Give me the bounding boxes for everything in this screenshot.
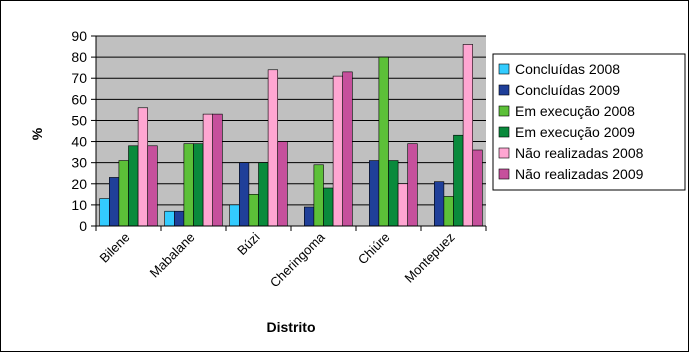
- bar: [332, 75, 344, 227]
- y-tick-label: 30: [71, 155, 87, 171]
- bar: [239, 162, 250, 227]
- legend-box: [492, 53, 686, 191]
- legend-swatch: [498, 168, 510, 180]
- bar: [174, 210, 185, 227]
- legend-entry: Em execução 2009: [515, 124, 635, 140]
- legend-entry: Concluídas 2009: [515, 82, 620, 98]
- bar: [248, 194, 259, 227]
- bar: [277, 141, 288, 227]
- bar: [267, 69, 279, 227]
- plot-area: [96, 36, 486, 226]
- bar: [183, 143, 194, 227]
- y-tick-label: 50: [71, 112, 87, 128]
- bar: [128, 145, 139, 227]
- bar: [303, 206, 315, 227]
- bar: [433, 181, 445, 227]
- bar: [118, 160, 129, 227]
- legend-entry: Concluídas 2008: [515, 61, 620, 77]
- bar: [164, 210, 175, 227]
- bar: [453, 134, 464, 227]
- axes: [91, 35, 487, 231]
- bar: [388, 160, 399, 227]
- bar: [212, 113, 223, 227]
- y-tick-label: 80: [71, 49, 87, 65]
- y-tick-label: 20: [71, 176, 87, 192]
- bar: [472, 149, 483, 227]
- y-tick-label: 60: [71, 91, 87, 107]
- bar: [229, 204, 240, 227]
- legend: Concluídas 2008 Concluídas 2009 Em execuçã…: [492, 53, 686, 191]
- bar: [147, 145, 158, 227]
- bar: [397, 183, 409, 227]
- legend-entry: Não realizadas 2009: [515, 166, 644, 182]
- y-tick-labels: 0 10 20 30 40 50 60 70 80 90: [71, 28, 87, 234]
- gridlines: [96, 35, 486, 206]
- bar: [99, 198, 110, 227]
- legend-swatch: [498, 105, 510, 117]
- legend-swatch: [498, 63, 510, 75]
- y-axis-title: %: [29, 127, 45, 140]
- bar: [313, 164, 324, 227]
- x-axis-title: Distrito: [267, 319, 316, 335]
- legend-swatch: [498, 126, 510, 138]
- y-tick-label: 40: [71, 134, 87, 150]
- bar: [193, 143, 204, 227]
- y-tick-label: 90: [71, 28, 87, 44]
- legend-swatch: [498, 84, 510, 96]
- bar: [109, 177, 120, 227]
- legend-entry: Em execução 2008: [515, 103, 635, 119]
- bar: [342, 71, 353, 227]
- y-tick-label: 70: [71, 70, 87, 86]
- bar: [378, 56, 389, 227]
- bar: [323, 187, 334, 227]
- y-tick-label: 10: [71, 197, 87, 213]
- bar: [258, 162, 269, 227]
- legend-entry: Não realizadas 2008: [515, 145, 644, 161]
- bar: [202, 113, 214, 227]
- bar: [368, 160, 380, 227]
- bar: [443, 196, 454, 227]
- bar: [407, 143, 418, 227]
- y-tick-label: 0: [79, 218, 87, 234]
- bar: [462, 44, 474, 227]
- legend-swatch: [498, 147, 510, 159]
- bar: [137, 107, 149, 227]
